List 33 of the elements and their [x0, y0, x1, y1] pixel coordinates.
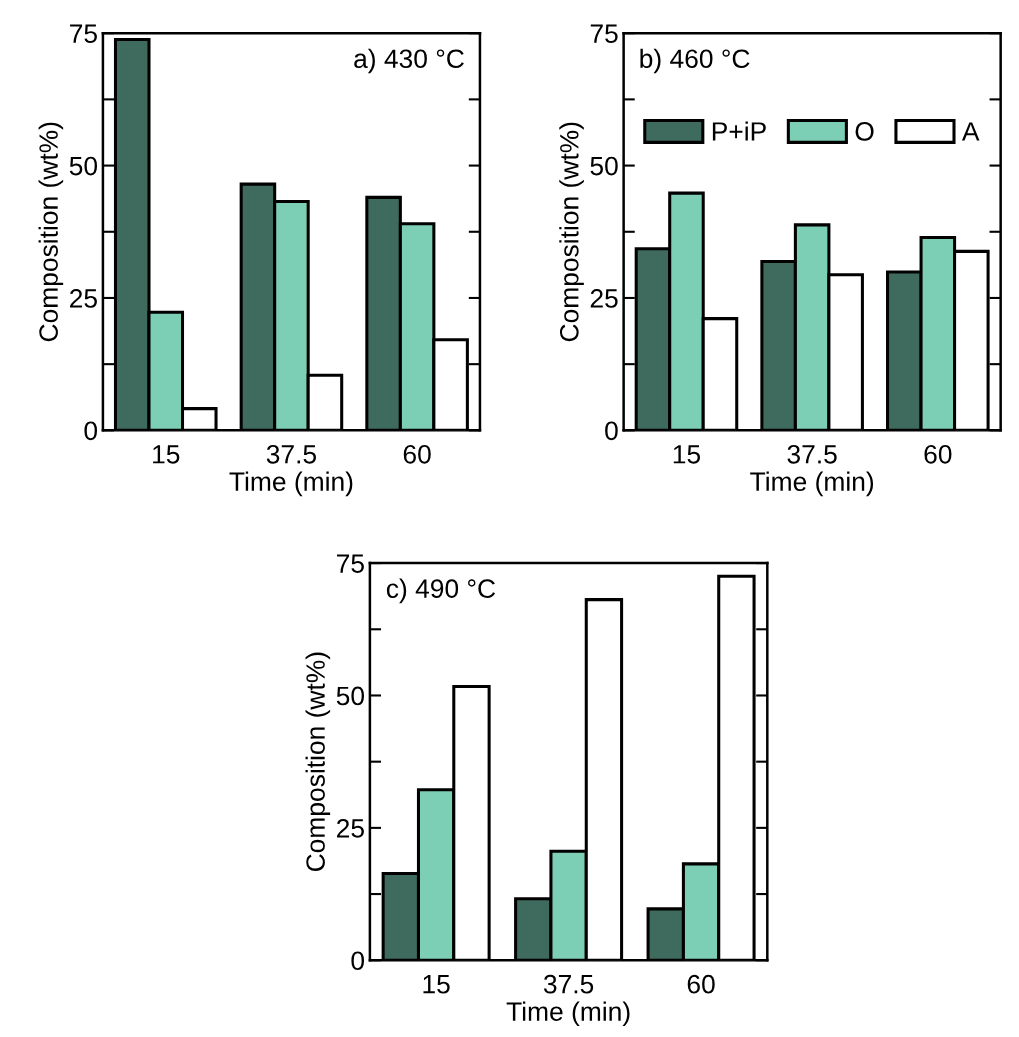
y-tick-label: 0 [605, 421, 618, 441]
x-tick-label: 15 [153, 445, 180, 464]
y-tick-label: 0 [84, 421, 98, 441]
y-tick-label: 25 [70, 289, 97, 308]
x-tick-label: 37.5 [787, 444, 837, 464]
x-tick-label: 60 [687, 974, 715, 994]
x-axis-title: Time (min) [506, 1001, 630, 1027]
y-tick-label: 50 [590, 156, 618, 176]
y-tick-label: 50 [69, 156, 98, 176]
annotation: b) 460 °C [640, 48, 750, 74]
x-tick-label: 60 [403, 444, 431, 464]
y-tick-label: 50 [336, 686, 365, 706]
annotation: c) 490 °C [386, 578, 496, 604]
x-axis-title: Time (min) [750, 471, 874, 497]
y-tick-label: 25 [337, 819, 364, 838]
x-tick-label: 15 [673, 445, 701, 464]
x-axis-title: Time (min) [229, 471, 353, 497]
y-axis-title: Composition (wt%) [305, 652, 331, 872]
x-tick-label: 15 [423, 975, 450, 994]
legend-label: O [855, 122, 874, 141]
x-tick-label: 37.5 [266, 444, 317, 464]
x-tick-label: 37.5 [543, 974, 594, 994]
annotation: a) 430 °C [354, 48, 464, 74]
y-tick-label: 75 [337, 554, 364, 573]
y-tick-label: 0 [351, 951, 365, 971]
legend-label: P+iP [712, 121, 766, 141]
y-tick-label: 75 [70, 24, 97, 44]
y-tick-label: 75 [590, 24, 618, 44]
x-tick-label: 60 [924, 444, 952, 464]
y-axis-title: Composition (wt%) [559, 122, 584, 342]
y-tick-label: 25 [590, 289, 618, 308]
legend-label: A [961, 122, 980, 141]
y-axis-title: Composition (wt%) [38, 122, 64, 342]
